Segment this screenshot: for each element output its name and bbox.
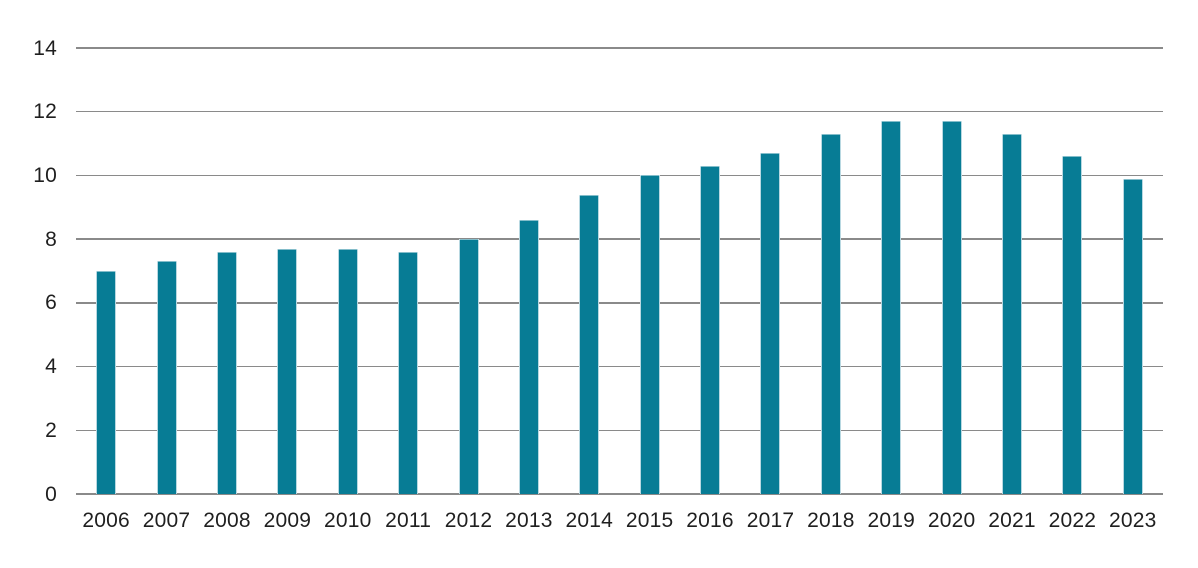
- y-tick-label-4: 4: [45, 355, 57, 379]
- x-tick-label-2023: 2023: [1109, 508, 1157, 532]
- y-tick-label-14: 14: [33, 36, 57, 60]
- bar-2016: [700, 165, 721, 494]
- y-tick-label-6: 6: [45, 291, 57, 315]
- x-tick-label-2007: 2007: [142, 508, 191, 532]
- x-tick-label-2009: 2009: [263, 508, 312, 532]
- x-tick-label-2022: 2022: [1048, 508, 1097, 532]
- x-tick-label-2018: 2018: [807, 508, 855, 532]
- x-tick-label-2011: 2011: [385, 508, 432, 532]
- gridline-y-12: [76, 110, 1163, 113]
- bar-2013: [518, 220, 539, 494]
- x-tick-label-2006: 2006: [82, 508, 130, 532]
- bar-2022: [1062, 156, 1083, 494]
- bar-2010: [337, 248, 358, 494]
- y-tick-label-8: 8: [45, 227, 57, 251]
- bar-2012: [458, 239, 479, 494]
- bar-2020: [941, 121, 962, 494]
- gridline-y-4: [76, 365, 1163, 368]
- y-tick-label-2: 2: [45, 418, 57, 442]
- x-tick-label-2021: 2021: [988, 508, 1036, 532]
- bar-2019: [881, 121, 902, 494]
- bar-2006: [96, 271, 117, 494]
- gridline-y-2: [76, 429, 1163, 432]
- x-tick-label-2010: 2010: [323, 508, 372, 532]
- bar-2021: [1002, 134, 1023, 494]
- y-tick-label-0: 0: [45, 482, 57, 506]
- y-tick-label-12: 12: [33, 100, 57, 124]
- x-tick-label-2020: 2020: [927, 508, 976, 532]
- bar-2007: [156, 261, 177, 494]
- bar-2018: [820, 134, 841, 494]
- bar-2017: [760, 153, 781, 494]
- gridline-y-0: [76, 493, 1163, 495]
- bar-2023: [1122, 178, 1143, 494]
- y-tick-label-10: 10: [33, 163, 57, 187]
- x-tick-label-2019: 2019: [867, 508, 915, 532]
- bar-2009: [277, 248, 298, 494]
- x-tick-label-2015: 2015: [625, 508, 674, 532]
- x-tick-label-2014: 2014: [565, 508, 614, 532]
- bar-2014: [579, 194, 600, 494]
- bar-2008: [216, 251, 237, 494]
- gridline-y-8: [76, 238, 1163, 240]
- x-tick-label-2016: 2016: [686, 508, 734, 532]
- x-tick-label-2017: 2017: [746, 508, 795, 532]
- gridline-y-6: [76, 302, 1163, 304]
- x-tick-label-2012: 2012: [444, 508, 493, 532]
- gridline-y-10: [76, 174, 1163, 177]
- bar-2015: [639, 175, 660, 494]
- x-tick-label-2013: 2013: [505, 508, 553, 532]
- x-tick-label-2008: 2008: [203, 508, 251, 532]
- bar-2011: [398, 251, 419, 494]
- gridline-y-14: [76, 47, 1163, 49]
